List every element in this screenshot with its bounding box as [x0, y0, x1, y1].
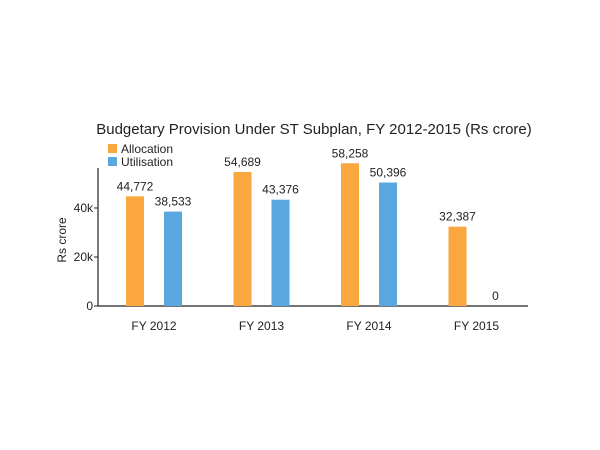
y-tick-label: 20k	[74, 250, 94, 264]
y-tick-label: 0	[86, 299, 93, 313]
bar-utilisation-fy-2014	[379, 182, 397, 306]
bars	[126, 163, 467, 306]
bar-value-label: 58,258	[332, 146, 369, 160]
bar-value-label: 54,689	[224, 155, 261, 169]
bar-value-label: 38,533	[155, 195, 192, 209]
y-axis-ticks: 0 20k 40k	[74, 201, 98, 313]
bar-allocation-fy-2012	[126, 196, 144, 306]
y-tick-label: 40k	[74, 201, 94, 215]
bar-value-label: 44,772	[117, 179, 154, 193]
legend-label-allocation: Allocation	[121, 142, 173, 156]
legend-swatch-utilisation	[108, 157, 117, 166]
legend: Allocation Utilisation	[108, 142, 173, 169]
legend-swatch-allocation	[108, 144, 117, 153]
bar-value-label: 50,396	[370, 166, 407, 180]
bar-utilisation-fy-2012	[164, 211, 182, 306]
bar-utilisation-fy-2013	[271, 199, 290, 306]
x-tick-label: FY 2014	[346, 319, 391, 333]
x-axis-ticks: FY 2012 FY 2013 FY 2014 FY 2015	[131, 319, 499, 333]
bar-value-label: 43,376	[262, 183, 299, 197]
x-tick-label: FY 2013	[239, 319, 284, 333]
bar-value-label: 32,387	[439, 210, 476, 224]
bar-allocation-fy-2015	[448, 226, 467, 306]
chart-title: Budgetary Provision Under ST Subplan, FY…	[96, 121, 532, 138]
y-axis-title: Rs crore	[55, 217, 69, 263]
x-tick-label: FY 2012	[131, 319, 176, 333]
legend-label-utilisation: Utilisation	[121, 155, 173, 169]
bar-value-label: 0	[492, 289, 499, 303]
bar-allocation-fy-2013	[233, 172, 252, 306]
x-tick-label: FY 2015	[454, 319, 499, 333]
bar-allocation-fy-2014	[341, 163, 359, 306]
